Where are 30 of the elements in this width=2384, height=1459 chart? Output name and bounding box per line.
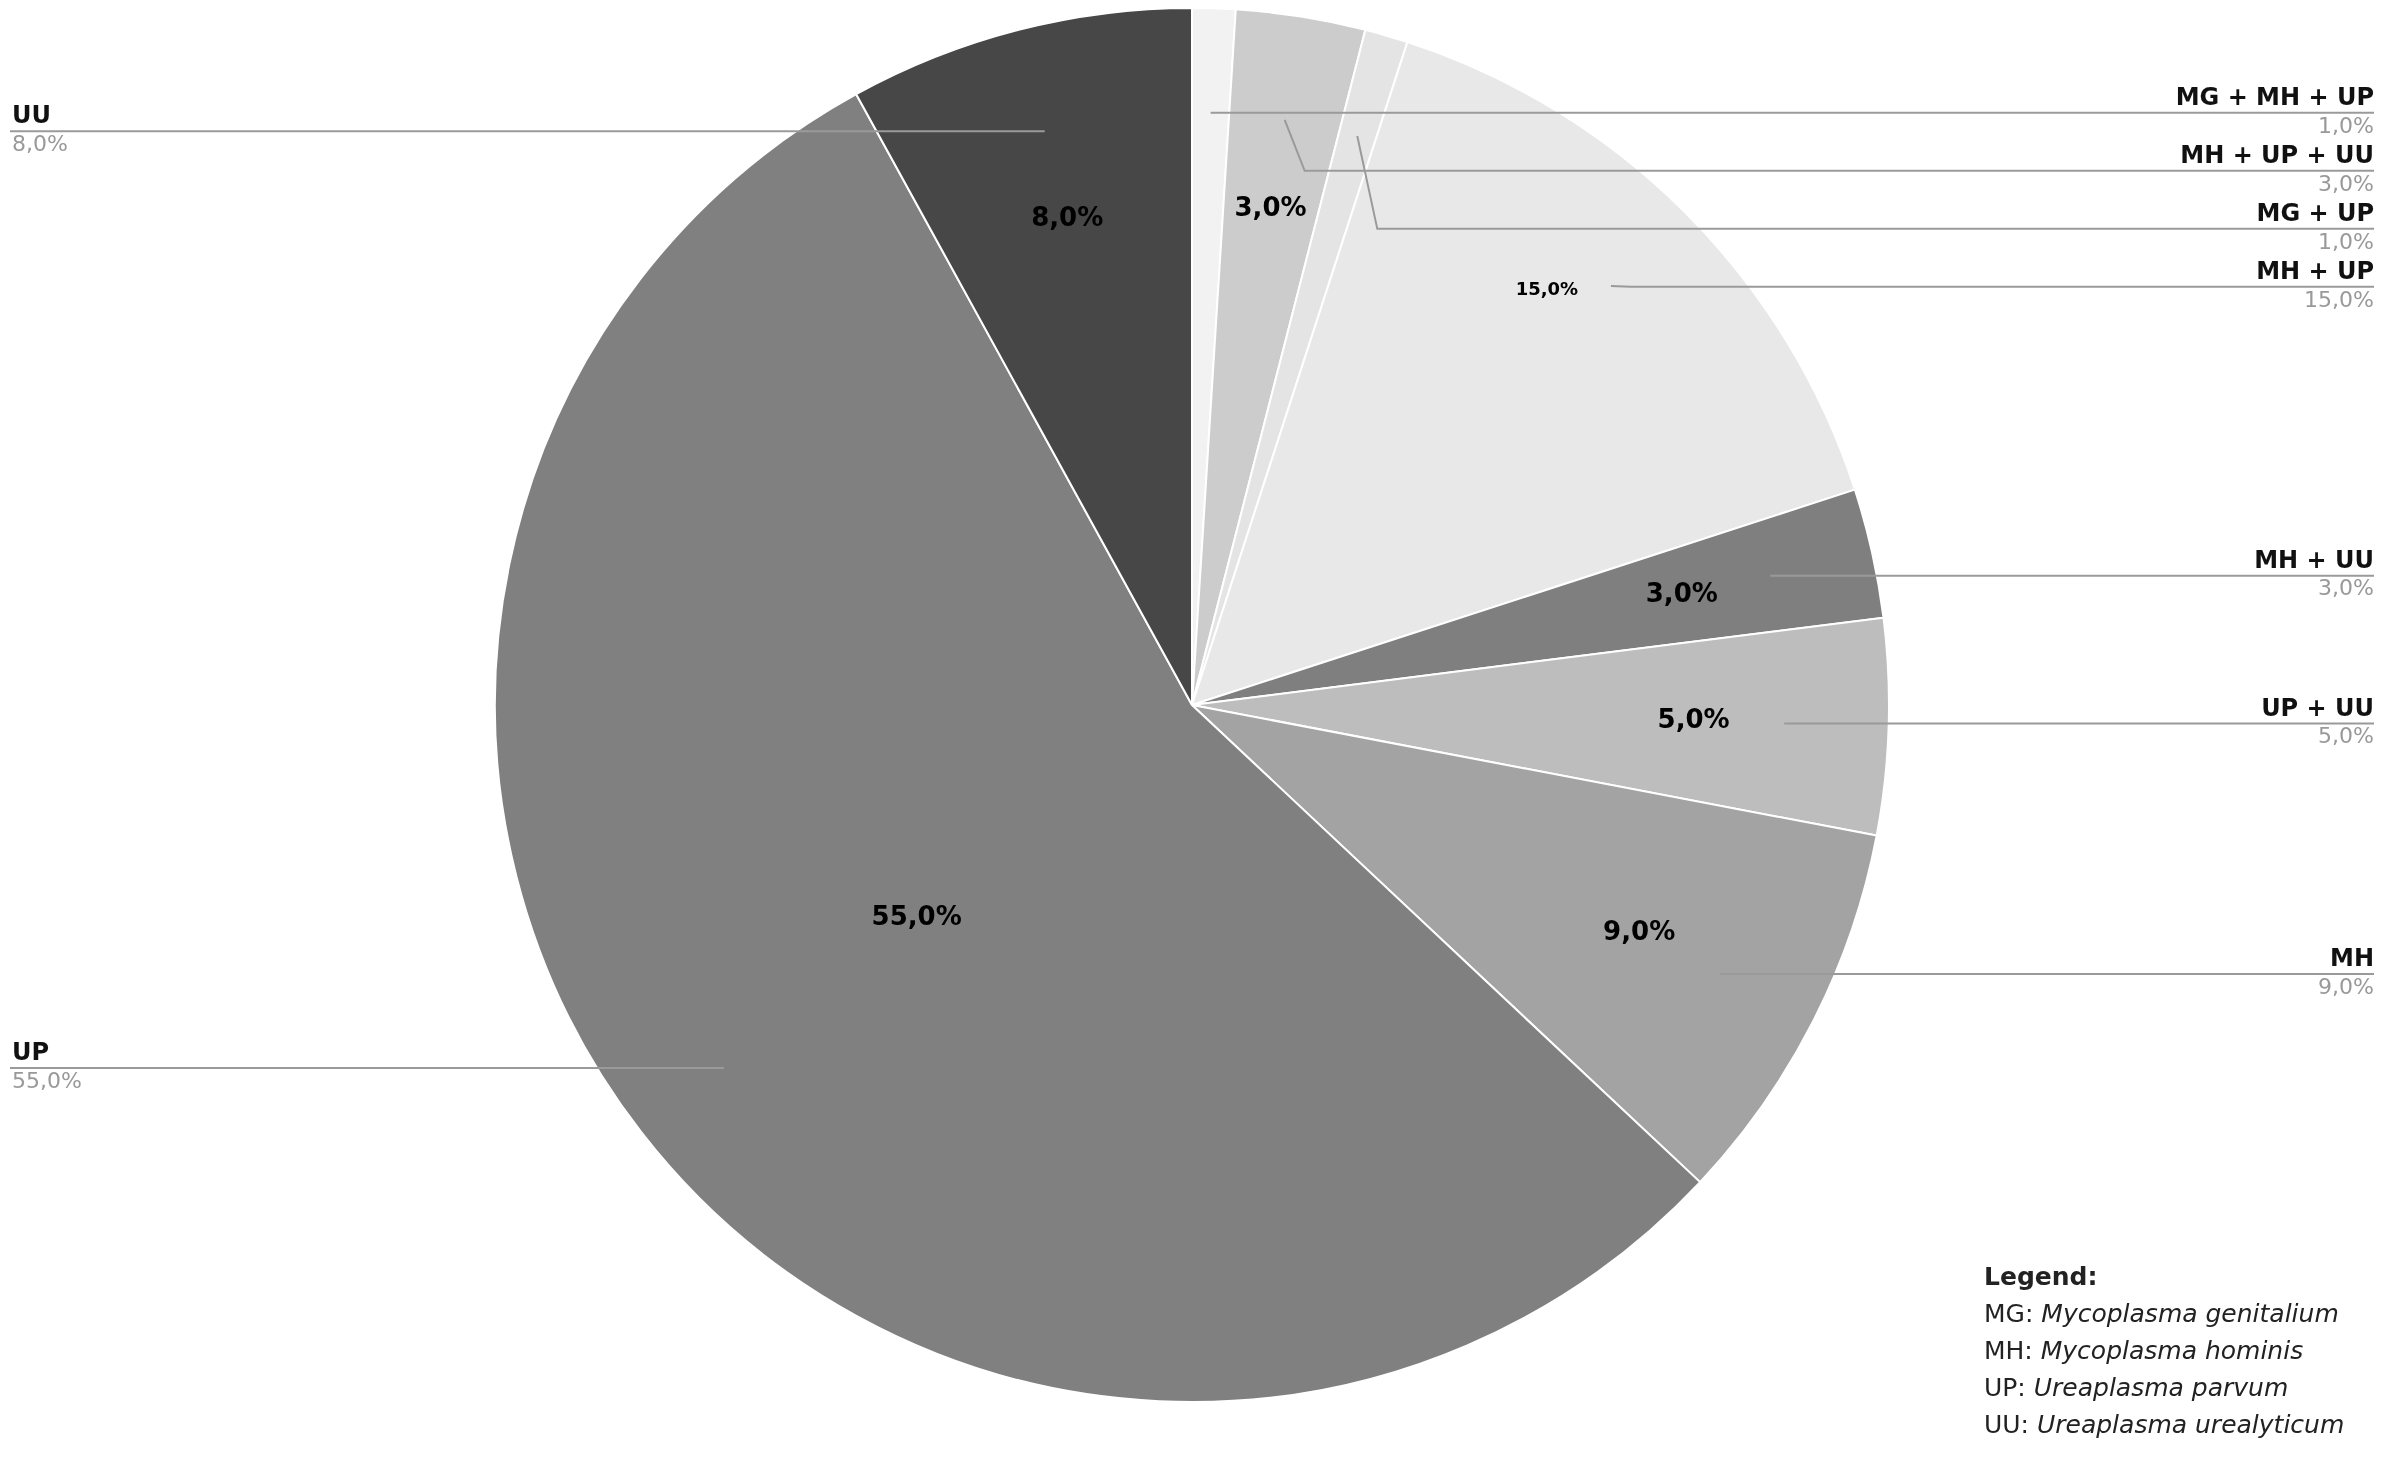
text: 55,0% — [12, 1067, 82, 1093]
slice-label: MG + UP — [2256, 199, 2374, 228]
data-label: 3,0% — [1645, 578, 1718, 609]
text: UU: Ureaplasma urealyticum — [1984, 1409, 2345, 1441]
text: 3,0% — [2318, 575, 2374, 601]
data-label: 1,0% — [2318, 228, 2374, 254]
text: MH: Mycoplasma hominis — [1984, 1335, 2305, 1367]
slice-label: UP — [12, 1038, 50, 1067]
slice-label: MH + UU — [2254, 546, 2374, 574]
slice-label: MH + UP — [2256, 257, 2374, 286]
slice-label: MH — [2330, 944, 2374, 973]
data-label: 9,0% — [1603, 915, 1676, 946]
data-label: 3,0% — [1234, 192, 1307, 223]
slice-label: UU — [12, 101, 51, 130]
text: 15,0% — [2304, 286, 2374, 312]
slice-label: MH + UP + UU — [2180, 141, 2374, 170]
data-label: 8,0% — [1031, 201, 1104, 232]
data-label: 1,0% — [2318, 112, 2374, 138]
text: 3,0% — [2318, 170, 2374, 196]
data-label: 15,0% — [1515, 277, 1579, 299]
data-label: 5,0% — [1657, 703, 1730, 734]
text: 5,0% — [2318, 723, 2374, 749]
slice-label: UP + UU — [2261, 693, 2374, 722]
slice-label: MG + MH + UP — [2175, 83, 2374, 112]
text: 8,0% — [12, 130, 68, 156]
text: Legend: — [1984, 1261, 2099, 1293]
data-label: 55,0% — [871, 901, 962, 932]
text: UP: Ureaplasma parvum — [1984, 1372, 2290, 1404]
text: 9,0% — [2318, 973, 2374, 999]
text: MG: Mycoplasma genitalium — [1984, 1298, 2340, 1330]
